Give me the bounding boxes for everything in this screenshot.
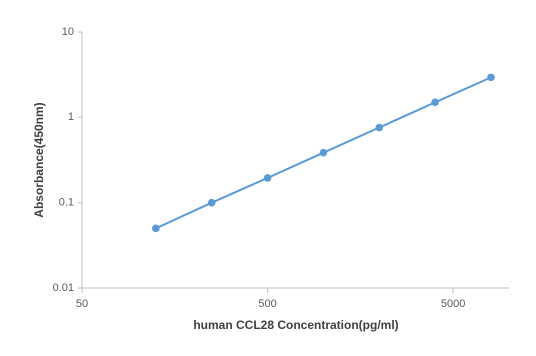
data-point xyxy=(375,123,384,132)
x-tick-label: 50 xyxy=(76,298,88,310)
data-point xyxy=(319,148,328,157)
data-point xyxy=(487,73,495,82)
data-point xyxy=(152,224,160,233)
y-tick-label: 1 xyxy=(68,111,74,123)
y-tick-label: 10 xyxy=(62,26,74,38)
x-axis-title: human CCL28 Concentration(pg/ml) xyxy=(193,318,398,332)
data-point xyxy=(431,98,439,107)
data-point xyxy=(263,174,272,182)
x-tick-label: 5000 xyxy=(441,298,465,310)
data-point xyxy=(207,198,216,207)
y-axis-title: Absorbance(450nm) xyxy=(32,102,46,217)
x-tick-label: 500 xyxy=(258,298,276,310)
y-tick-label: 0.1 xyxy=(59,197,74,209)
y-tick-label: 0.01 xyxy=(53,282,74,294)
